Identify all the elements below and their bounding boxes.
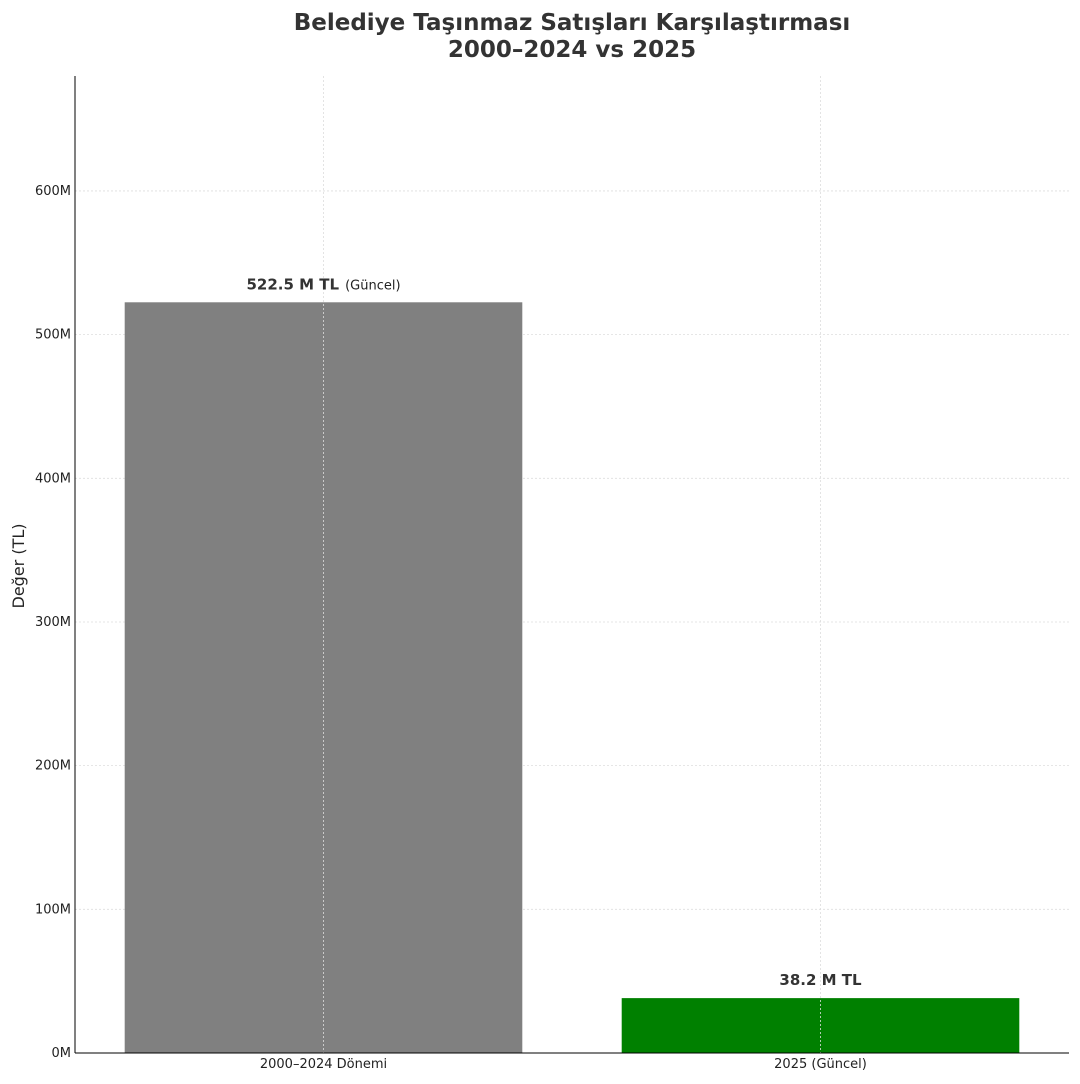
- y-tick-label: 500M: [35, 328, 71, 343]
- y-tick-label: 300M: [35, 615, 71, 630]
- vertical-grid-layer: [323, 76, 821, 1053]
- bar-value-label: 38.2 M TL: [779, 971, 862, 989]
- value-labels-layer: 522.5 M TL (Güncel) 38.2 M TL: [246, 275, 862, 989]
- x-tick-label: 2025 (Güncel): [774, 1057, 867, 1072]
- y-tick-label: 600M: [35, 184, 71, 199]
- y-tick-label: 400M: [35, 471, 71, 486]
- chart-title-line-1: Belediye Taşınmaz Satışları Karşılaştırm…: [294, 10, 851, 36]
- axes-layer: [74, 76, 1069, 1054]
- x-tick-label: 2000–2024 Dönemi: [260, 1057, 387, 1072]
- y-tick-label: 100M: [35, 902, 71, 917]
- chart-title-line-2: 2000–2024 vs 2025: [448, 37, 696, 63]
- ticks-layer: 0M 100M 200M 300M 400M 500M 600M 2000–2024 Döne…: [35, 184, 867, 1072]
- y-tick-label: 0M: [52, 1046, 72, 1061]
- y-tick-label: 200M: [35, 759, 71, 774]
- y-axis-label: Değer (TL): [9, 524, 28, 609]
- bars-layer: [124, 302, 1020, 1054]
- bar-value-label: 522.5 M TL (Güncel): [246, 275, 400, 293]
